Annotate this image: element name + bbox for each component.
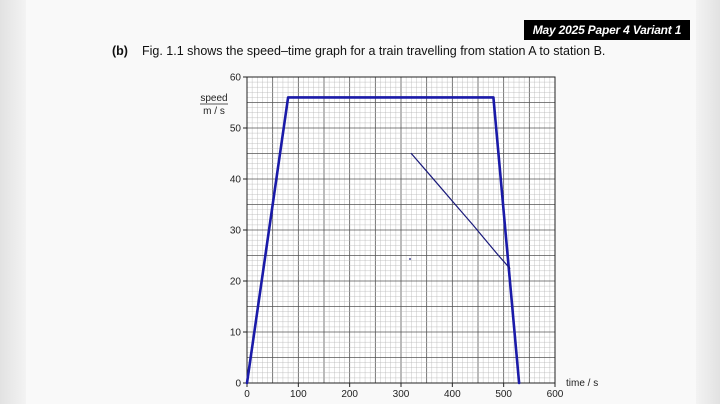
x-tick-label: 600 [547, 389, 564, 400]
x-axis-label: time / s [566, 378, 598, 389]
y-tick-label: 60 [230, 73, 242, 84]
page-edge-left [0, 0, 26, 404]
question-label: (b) [112, 44, 128, 58]
x-tick-label: 100 [290, 389, 307, 400]
y-axis-label-bottom: m / s [203, 106, 225, 117]
y-tick-label: 0 [235, 379, 241, 390]
y-tick-label: 50 [230, 124, 242, 135]
x-tick-label: 500 [495, 389, 512, 400]
y-tick-label: 20 [230, 277, 242, 288]
y-tick-label: 30 [230, 226, 242, 237]
paper-banner: May 2025 Paper 4 Variant 1 [524, 20, 690, 40]
question-text: (b) Fig. 1.1 shows the speed–time graph f… [112, 44, 605, 58]
graph-grid [246, 76, 556, 384]
y-axis-label-top: speed [200, 93, 227, 104]
x-tick-label: 400 [444, 389, 461, 400]
page-edge-right [696, 0, 720, 404]
y-tick-label: 40 [230, 175, 242, 186]
y-tick-label: 10 [230, 328, 242, 339]
question-body: Fig. 1.1 shows the speed–time graph for … [141, 44, 606, 58]
series-line-train-speed [245, 96, 521, 385]
series-line-sketch-curve [410, 152, 511, 269]
x-tick-label: 0 [244, 389, 250, 400]
x-tick-label: 200 [341, 389, 358, 400]
x-tick-label: 300 [393, 389, 410, 400]
graph-series [245, 96, 521, 385]
stray-dot [409, 258, 411, 260]
axis-ticks: 0 100 200 300 400 500 600 0 10 20 30 40 50 60 [230, 73, 564, 401]
